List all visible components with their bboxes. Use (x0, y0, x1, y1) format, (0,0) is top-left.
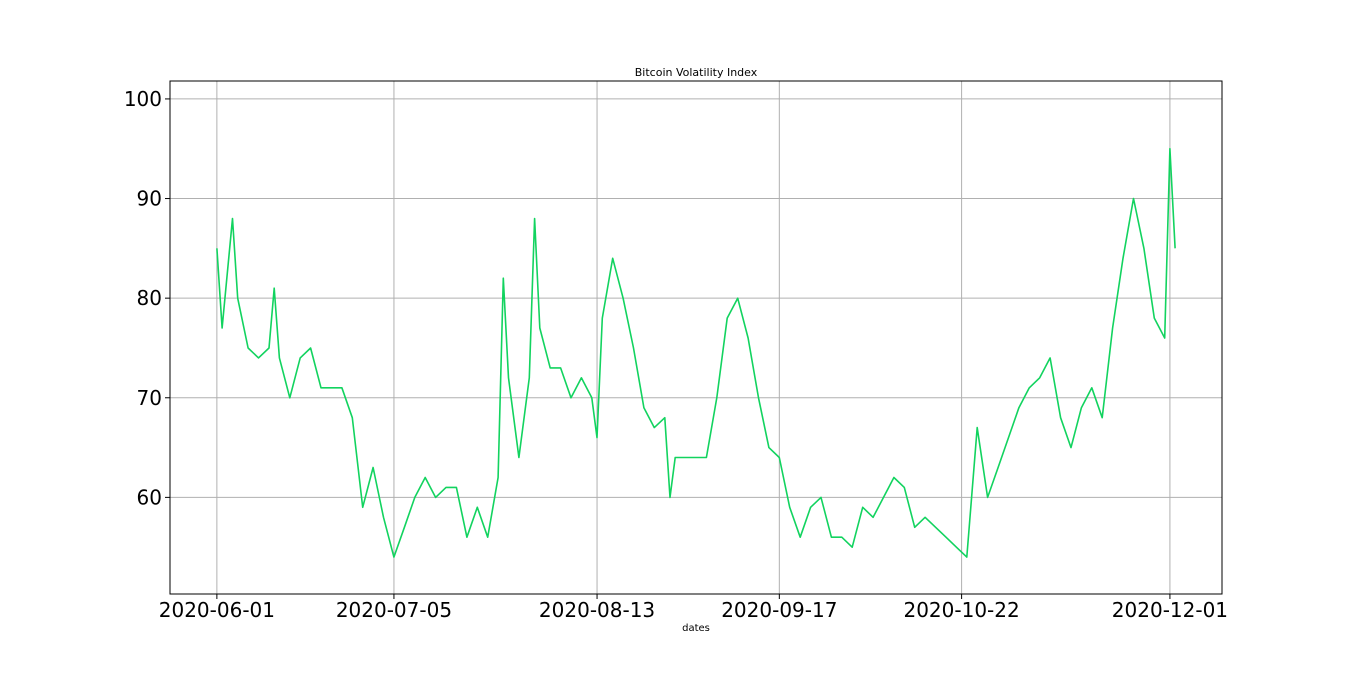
y-tick-label: 60 (137, 485, 162, 509)
x-tick-label: 2020-08-13 (539, 598, 655, 622)
y-tick-label: 80 (137, 286, 162, 310)
x-axis-label: dates (682, 623, 710, 634)
x-tick-label: 2020-09-17 (721, 598, 837, 622)
y-tick-label: 90 (137, 187, 162, 211)
y-tick-label: 70 (137, 386, 162, 410)
x-tick-label: 2020-07-05 (336, 598, 452, 622)
chart-title: Bitcoin Volatility Index (635, 66, 758, 79)
x-tick-label: 2020-12-01 (1112, 598, 1228, 622)
y-tick-label: 100 (124, 87, 162, 111)
x-tick-label: 2020-10-22 (903, 598, 1019, 622)
plot-frame (169, 80, 1223, 595)
x-tick-label: 2020-06-01 (159, 598, 275, 622)
data-line (216, 147, 1176, 558)
